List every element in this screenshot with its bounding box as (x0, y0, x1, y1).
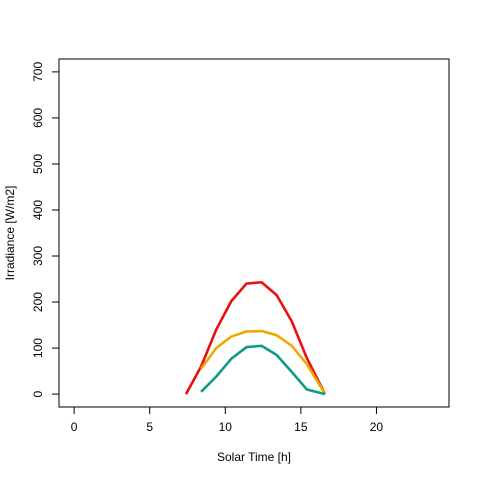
y-axis: 0 100 200 300 400 500 600 700 (31, 62, 60, 397)
x-tick-label: 15 (294, 420, 308, 434)
y-tick-label: 0 (31, 390, 45, 397)
series-line-2 (200, 329, 327, 395)
y-axis-label: Irradiance [W/m2] (3, 186, 17, 281)
plot-frame (58, 58, 450, 408)
y-tick-label: 600 (31, 108, 45, 128)
x-tick-label: 20 (370, 420, 384, 434)
x-axis: 0 5 10 15 20 (71, 406, 384, 434)
y-tick-label: 700 (31, 62, 45, 82)
y-tick-label: 300 (31, 246, 45, 266)
x-tick-label: 5 (146, 420, 153, 434)
y-tick-label: 100 (31, 338, 45, 358)
y-tick-label: 200 (31, 292, 45, 312)
y-tick-label: 500 (31, 154, 45, 174)
x-tick-label: 10 (219, 420, 233, 434)
y-tick-label: 400 (31, 200, 45, 220)
x-tick-label: 0 (71, 420, 78, 434)
series-layer (184, 280, 327, 396)
series-line-3 (200, 344, 326, 396)
series-line-1 (184, 280, 327, 395)
x-axis-label: Solar Time [h] (217, 450, 291, 464)
